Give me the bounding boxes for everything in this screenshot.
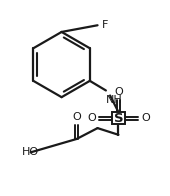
Text: S: S <box>114 112 123 125</box>
Text: O: O <box>87 113 96 123</box>
Text: F: F <box>102 20 108 30</box>
Text: O: O <box>72 112 81 122</box>
Text: NH: NH <box>106 95 123 105</box>
Text: O: O <box>114 87 123 97</box>
Text: O: O <box>141 113 150 123</box>
FancyBboxPatch shape <box>112 112 125 124</box>
Text: HO: HO <box>21 147 39 157</box>
